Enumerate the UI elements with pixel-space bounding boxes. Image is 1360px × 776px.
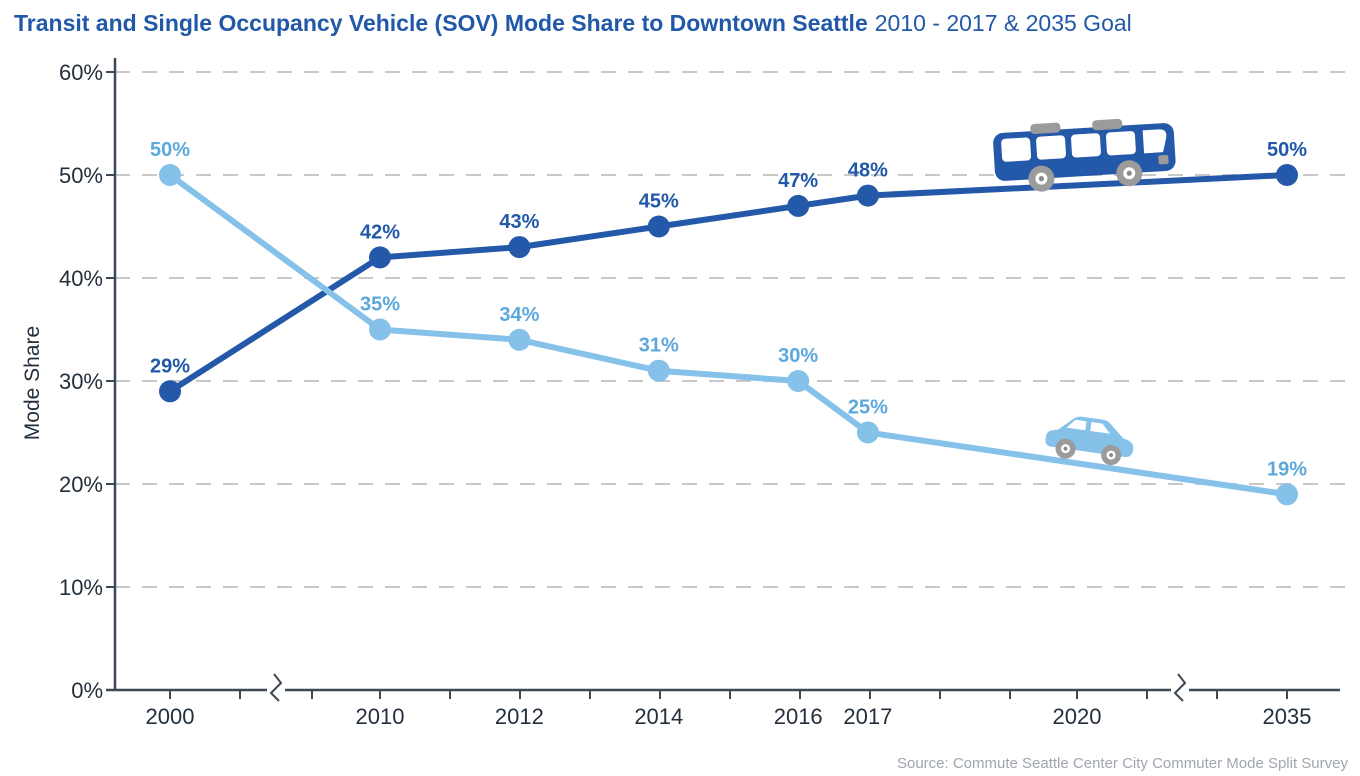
chart-labels: 29% 42% 43% 45% 47% 48% 50% 50% 35% 34% 31% 30% 25% 1… <box>150 139 1307 480</box>
y-tick-label-60%: 60% <box>59 60 103 85</box>
transit-point-2016 <box>787 194 810 217</box>
transit-point-2035 <box>1276 164 1298 186</box>
transit-point-2017 <box>856 184 879 207</box>
transit-label-2012: 43% <box>499 211 539 233</box>
x-tick-label-2014: 2014 <box>634 704 683 729</box>
car-icon <box>1045 416 1134 466</box>
x-tick-label-2016: 2016 <box>774 704 823 729</box>
car-window <box>1066 419 1087 431</box>
axis-break-mark <box>269 673 283 702</box>
axis-break-gap <box>1171 687 1189 693</box>
bus-window <box>1071 133 1101 158</box>
x-tick-label-2020: 2020 <box>1053 704 1102 729</box>
bus-window <box>1001 137 1032 162</box>
bus-windshield <box>1142 129 1167 154</box>
y-tick-label-50%: 50% <box>59 163 103 188</box>
bus-side-marker <box>1158 154 1169 165</box>
car-wheel <box>1055 438 1076 459</box>
bus-roof-hatch <box>1092 118 1123 131</box>
transit-label-2010: 42% <box>360 221 400 243</box>
axis-break-gap <box>267 687 285 693</box>
transit-point-2010 <box>369 246 391 269</box>
title-main: Transit and Single Occupancy Vehicle (SO… <box>14 10 868 36</box>
sov-point-2012 <box>508 328 531 351</box>
transit-label-2035: 50% <box>1267 139 1307 161</box>
chart-grid <box>115 71 1348 588</box>
bus-window <box>1105 131 1136 156</box>
car-window <box>1090 422 1111 434</box>
sov-label-2012: 34% <box>499 304 539 326</box>
y-tick-label-30%: 30% <box>59 369 103 394</box>
transit-point-2014 <box>647 215 670 238</box>
y-tick-label-0%: 0% <box>71 678 103 703</box>
y-tick-label-10%: 10% <box>59 575 103 600</box>
sov-label-2035: 19% <box>1267 458 1307 480</box>
transit-label-2017: 48% <box>848 160 888 182</box>
page-title: Transit and Single Occupancy Vehicle (SO… <box>14 10 1132 37</box>
y-tick-label-40%: 40% <box>59 266 103 291</box>
sov-point-2014 <box>647 359 670 382</box>
transit-line <box>167 172 1290 395</box>
axis-break-mark <box>1173 673 1187 702</box>
sov-point-2000 <box>159 164 181 186</box>
bus-wheel <box>1028 165 1055 192</box>
bus-wheel <box>1116 160 1143 187</box>
sov-point-2035 <box>1276 483 1298 506</box>
sov-label-2016: 30% <box>778 345 818 367</box>
sov-label-2017: 25% <box>848 397 888 419</box>
transit-label-2000: 29% <box>150 355 190 377</box>
x-tick-label-2012: 2012 <box>495 704 544 729</box>
bus-icon <box>993 118 1176 192</box>
x-tick-label-2010: 2010 <box>356 704 405 729</box>
chart-axes: 0% 10% 20% 30% 40% 50% 60% 2000 2010 2012 2014 2016… <box>59 58 1340 729</box>
sov-label-2000: 50% <box>150 139 190 161</box>
transit-label-2016: 47% <box>778 170 818 192</box>
transit-label-2014: 45% <box>639 191 679 213</box>
sov-label-2010: 35% <box>360 294 400 316</box>
bus-window <box>1036 135 1066 160</box>
x-tick-label-2035: 2035 <box>1263 704 1312 729</box>
car-wheel <box>1101 445 1122 466</box>
bus-roof-hatch <box>1030 122 1061 134</box>
sov-point-2017 <box>856 421 879 444</box>
x-tick-label-2017: 2017 <box>843 704 892 729</box>
sov-label-2014: 31% <box>639 335 679 357</box>
transit-point-2012 <box>508 236 531 259</box>
source-credit: Source: Commute Seattle Center City Comm… <box>896 755 1348 772</box>
x-tick-label-2000: 2000 <box>146 704 195 729</box>
sov-point-2016 <box>787 370 810 392</box>
transit-point-2000 <box>159 380 181 403</box>
sov-point-2010 <box>369 318 391 341</box>
title-suffix: 2010 - 2017 & 2035 Goal <box>874 10 1132 36</box>
y-tick-label-20%: 20% <box>59 472 103 497</box>
chart-series <box>159 164 1298 506</box>
